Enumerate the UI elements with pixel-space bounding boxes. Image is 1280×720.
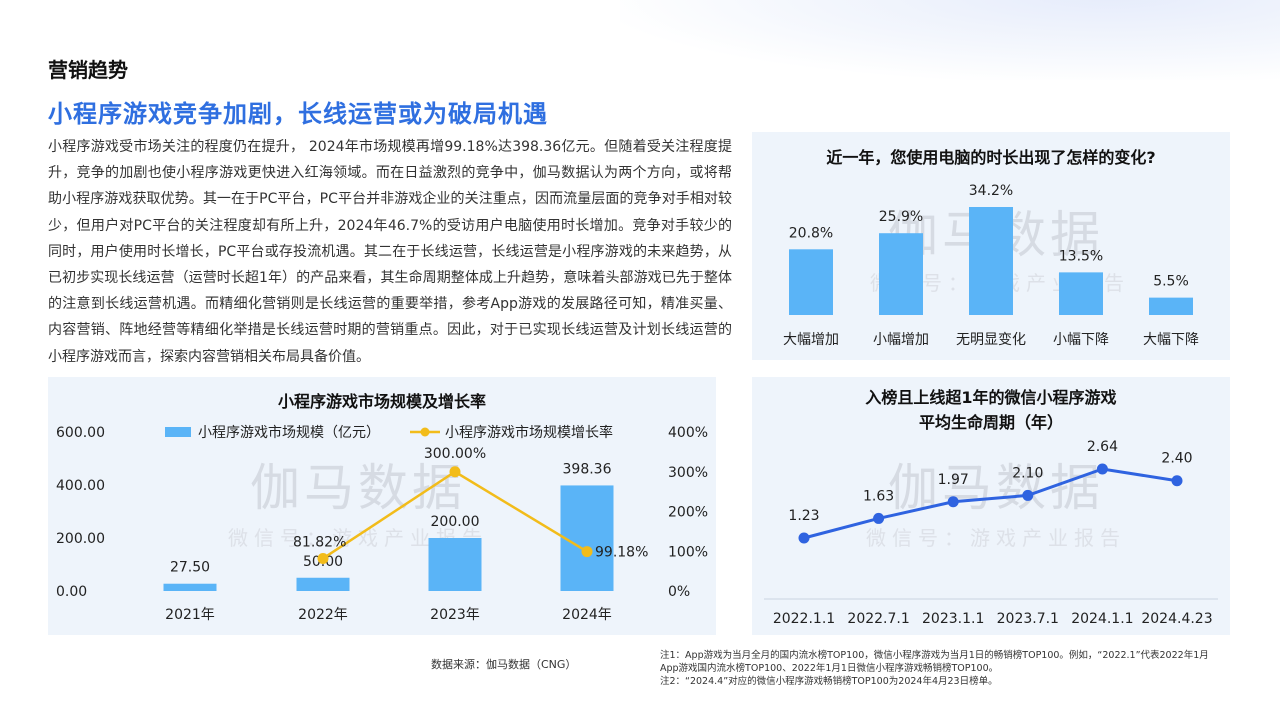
chart-market-size-panel: 伽马数据 微信号：游戏产业报告 小程序游戏市场规模（亿元） 小程序游戏市场规模增… — [48, 377, 716, 635]
bar-value-label: 200.00 — [431, 514, 480, 530]
bar-value-label: 34.2% — [969, 183, 1013, 199]
footnote-2: 注2：“2024.4”对应的微信小程序游戏畅销榜TOP100为2024年4月23… — [660, 676, 998, 687]
bar-无明显变化 — [969, 207, 1013, 315]
legend: 小程序游戏市场规模（亿元） 小程序游戏市场规模增长率 — [165, 424, 613, 441]
y-right-tick-label: 400% — [668, 425, 708, 441]
bar-value-label: 398.36 — [563, 461, 612, 477]
lifecycle-value-label: 1.23 — [788, 508, 819, 524]
bar-大幅增加 — [789, 249, 833, 315]
watermark-sub: 微信号：游戏产业报告 — [866, 526, 1126, 550]
chart-pc-usage-svg: 伽马数据 微信号：游戏产业报告 20.8%大幅增加25.9%小幅增加34.2%无… — [783, 183, 1199, 348]
legend-bar-label: 小程序游戏市场规模（亿元） — [198, 424, 380, 441]
y-right-tick-label: 200% — [668, 505, 708, 521]
data-source: 数据来源：伽马数据（CNG） — [431, 658, 577, 671]
chart-pc-usage-panel: 伽马数据 微信号：游戏产业报告 20.8%大幅增加25.9%小幅增加34.2%无… — [752, 132, 1230, 360]
page-title: 小程序游戏竞争加剧，长线运营或为破局机遇 — [48, 100, 548, 128]
bar-value-label: 13.5% — [1059, 248, 1103, 264]
x-tick-label: 2024.4.23 — [1141, 611, 1212, 627]
x-tick-label: 小幅增加 — [873, 332, 929, 348]
lifecycle-value-label: 2.64 — [1087, 439, 1118, 455]
y-right-tick-label: 0% — [668, 584, 690, 600]
legend-line-dot — [420, 427, 430, 437]
header-background-glow — [620, 0, 1280, 80]
chart-lifecycle-title-line1: 入榜且上线超1年的微信小程序游戏 — [865, 388, 1117, 407]
lifecycle-value-label: 1.63 — [863, 488, 894, 504]
lifecycle-point — [798, 532, 810, 544]
x-tick-label: 2021年 — [165, 607, 215, 623]
chart-lifecycle-title-line2: 平均生命周期（年） — [918, 413, 1063, 432]
lifecycle-point — [947, 496, 959, 508]
section-tag: 营销趋势 — [48, 58, 128, 82]
chart-market-size-svg: 伽马数据 微信号：游戏产业报告 小程序游戏市场规模（亿元） 小程序游戏市场规模增… — [56, 424, 708, 623]
x-tick-label: 2024年 — [562, 607, 612, 623]
growth-rate-label: 99.18% — [595, 545, 648, 561]
y-left-tick-label: 200.00 — [56, 531, 105, 547]
bar-大幅下降 — [1149, 297, 1193, 315]
bar-value-label: 20.8% — [789, 225, 833, 241]
y-left-tick-label: 600.00 — [56, 425, 105, 441]
lifecycle-value-label: 2.10 — [1012, 465, 1043, 481]
watermark: 伽马数据 微信号：游戏产业报告 — [866, 459, 1126, 550]
bar-market-size — [428, 538, 482, 591]
chart-lifecycle-panel: 伽马数据 微信号：游戏产业报告 1.23 2022.1.1 1.63 2022.7.1… — [752, 377, 1230, 635]
legend-bar-swatch — [165, 427, 191, 437]
x-tick-label: 无明显变化 — [956, 332, 1026, 348]
x-tick-label: 大幅下降 — [1143, 332, 1199, 348]
lifecycle-value-label: 2.40 — [1161, 451, 1192, 467]
bar-value-label: 27.50 — [170, 560, 210, 576]
legend-line-label: 小程序游戏市场规模增长率 — [445, 424, 613, 441]
growth-rate-label: 81.82% — [293, 534, 346, 550]
y-right-tick-label: 300% — [668, 465, 708, 481]
lifecycle-point — [1096, 463, 1108, 475]
growth-rate-label: 300.00% — [424, 446, 486, 462]
bar-value-label: 5.5% — [1153, 274, 1189, 290]
x-tick-label: 2023年 — [430, 607, 480, 623]
x-tick-label: 2022.7.1 — [847, 611, 909, 627]
y-right-tick-label: 100% — [668, 544, 708, 560]
growth-rate-point — [581, 546, 593, 558]
x-tick-label: 2022.1.1 — [773, 611, 835, 627]
y-left-tick-label: 0.00 — [56, 584, 87, 600]
footnotes: 注1：App游戏为当月全月的国内流水榜TOP100，微信小程序游戏为当月1日的畅… — [660, 649, 1220, 688]
lifecycle-value-label: 1.97 — [938, 472, 969, 488]
lifecycle-point — [873, 512, 885, 524]
lifecycle-point — [1022, 489, 1034, 501]
x-tick-label: 2023.7.1 — [997, 611, 1059, 627]
bar-market-size — [163, 583, 217, 591]
y-left-tick-label: 400.00 — [56, 478, 105, 494]
x-tick-label: 2022年 — [298, 607, 348, 623]
x-tick-label: 小幅下降 — [1053, 332, 1109, 348]
bar-market-size — [296, 577, 350, 591]
chart-pc-usage-title: 近一年，您使用电脑的时长出现了怎样的变化? — [826, 148, 1156, 167]
bar-market-size — [560, 485, 614, 591]
growth-rate-point — [449, 466, 461, 478]
chart-market-size-title: 小程序游戏市场规模及增长率 — [277, 392, 486, 411]
lifecycle-line — [803, 467, 1178, 540]
bar-小幅增加 — [879, 233, 923, 315]
x-tick-label: 大幅增加 — [783, 332, 839, 348]
bar-value-label: 25.9% — [879, 209, 923, 225]
lifecycle-point — [1171, 475, 1183, 487]
watermark-main: 伽马数据 — [250, 459, 466, 517]
chart-lifecycle-svg: 伽马数据 微信号：游戏产业报告 1.23 2022.1.1 1.63 2022.7.1… — [764, 439, 1218, 627]
growth-rate-point — [317, 552, 329, 564]
x-tick-label: 2023.1.1 — [922, 611, 984, 627]
bar-小幅下降 — [1059, 272, 1103, 315]
footnote-1: 注1：App游戏为当月全月的国内流水榜TOP100，微信小程序游戏为当月1日的畅… — [660, 650, 1209, 674]
x-tick-label: 2024.1.1 — [1071, 611, 1133, 627]
body-paragraph: 小程序游戏受市场关注的程度仍在提升， 2024年市场规模再增99.18%达398… — [48, 139, 732, 365]
